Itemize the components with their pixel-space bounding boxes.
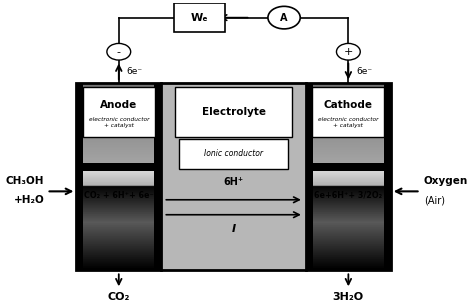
Text: electronic conductor
+ catalyst: electronic conductor + catalyst xyxy=(318,117,379,127)
Text: (Air): (Air) xyxy=(424,195,445,205)
Text: electronic conductor
+ catalyst: electronic conductor + catalyst xyxy=(89,117,149,127)
Text: CO₂ + 6H⁺+ 6e⁻: CO₂ + 6H⁺+ 6e⁻ xyxy=(84,191,154,199)
Circle shape xyxy=(337,43,360,60)
Bar xyxy=(76,83,391,270)
Text: 6e⁻: 6e⁻ xyxy=(356,67,372,76)
Text: Cathode: Cathode xyxy=(324,100,373,110)
Text: 3H₂O: 3H₂O xyxy=(333,292,364,302)
Text: I: I xyxy=(231,224,236,234)
Bar xyxy=(155,83,161,270)
Text: Anode: Anode xyxy=(100,100,137,110)
FancyBboxPatch shape xyxy=(175,87,292,137)
Text: CH₃OH: CH₃OH xyxy=(6,176,45,186)
Text: -: - xyxy=(117,47,121,57)
FancyBboxPatch shape xyxy=(82,87,155,137)
Bar xyxy=(76,83,83,270)
Circle shape xyxy=(268,6,300,29)
Bar xyxy=(306,163,391,171)
Text: Ionic conductor: Ionic conductor xyxy=(204,149,263,159)
Text: 6H⁺: 6H⁺ xyxy=(224,177,244,187)
Text: Wₑ: Wₑ xyxy=(191,13,208,23)
FancyBboxPatch shape xyxy=(179,139,288,169)
Bar xyxy=(76,163,161,171)
FancyBboxPatch shape xyxy=(173,3,225,32)
FancyBboxPatch shape xyxy=(312,87,384,137)
Bar xyxy=(384,83,391,270)
Text: +H₂O: +H₂O xyxy=(14,195,45,205)
Text: Electrolyte: Electrolyte xyxy=(201,107,265,117)
Text: +: + xyxy=(344,47,353,57)
Text: 6e+6H⁺+ 3/2O₂: 6e+6H⁺+ 3/2O₂ xyxy=(314,191,383,199)
Text: Oxygen: Oxygen xyxy=(424,176,468,186)
Text: 6e⁻: 6e⁻ xyxy=(127,67,143,76)
Text: A: A xyxy=(280,13,288,23)
Bar xyxy=(306,83,313,270)
Circle shape xyxy=(107,43,131,60)
Text: CO₂: CO₂ xyxy=(108,292,130,302)
